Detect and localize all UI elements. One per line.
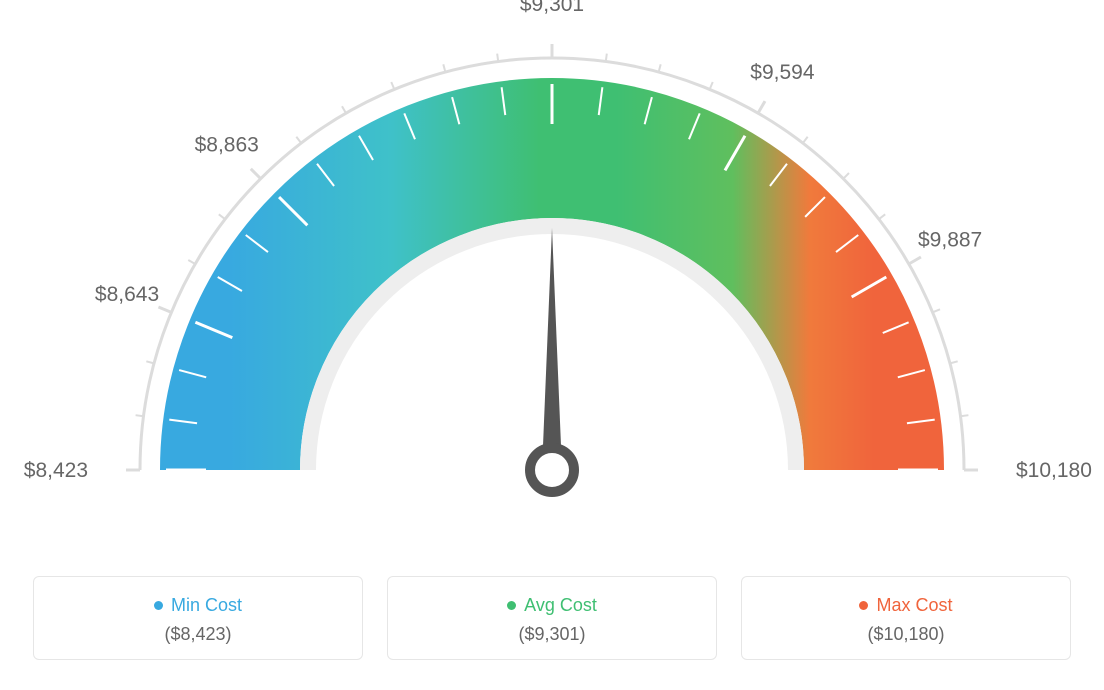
legend-row: Min Cost ($8,423) Avg Cost ($9,301) Max … — [0, 576, 1104, 660]
legend-min-label: Min Cost — [171, 595, 242, 616]
svg-text:$8,423: $8,423 — [24, 459, 88, 482]
dot-min — [154, 601, 163, 610]
svg-text:$9,887: $9,887 — [918, 229, 982, 252]
svg-text:$10,180: $10,180 — [1016, 459, 1092, 482]
dot-max — [859, 601, 868, 610]
legend-card-min: Min Cost ($8,423) — [33, 576, 363, 660]
legend-avg-label: Avg Cost — [524, 595, 597, 616]
legend-min-value: ($8,423) — [44, 624, 352, 645]
svg-text:$8,643: $8,643 — [95, 283, 159, 306]
legend-max-value: ($10,180) — [752, 624, 1060, 645]
cost-gauge-chart: $8,423 $8,643 $8,863 $9,301 $9,594 $9,887 $10,… — [0, 0, 1104, 690]
svg-text:$9,301: $9,301 — [520, 0, 584, 16]
dot-avg — [507, 601, 516, 610]
legend-card-max: Max Cost ($10,180) — [741, 576, 1071, 660]
legend-avg-value: ($9,301) — [398, 624, 706, 645]
gauge-svg: $8,423 $8,643 $8,863 $9,301 $9,594 $9,887 $10,… — [0, 0, 1104, 560]
svg-text:$9,594: $9,594 — [750, 61, 815, 84]
legend-max-label: Max Cost — [876, 595, 952, 616]
legend-card-avg: Avg Cost ($9,301) — [387, 576, 717, 660]
svg-text:$8,863: $8,863 — [195, 134, 259, 157]
